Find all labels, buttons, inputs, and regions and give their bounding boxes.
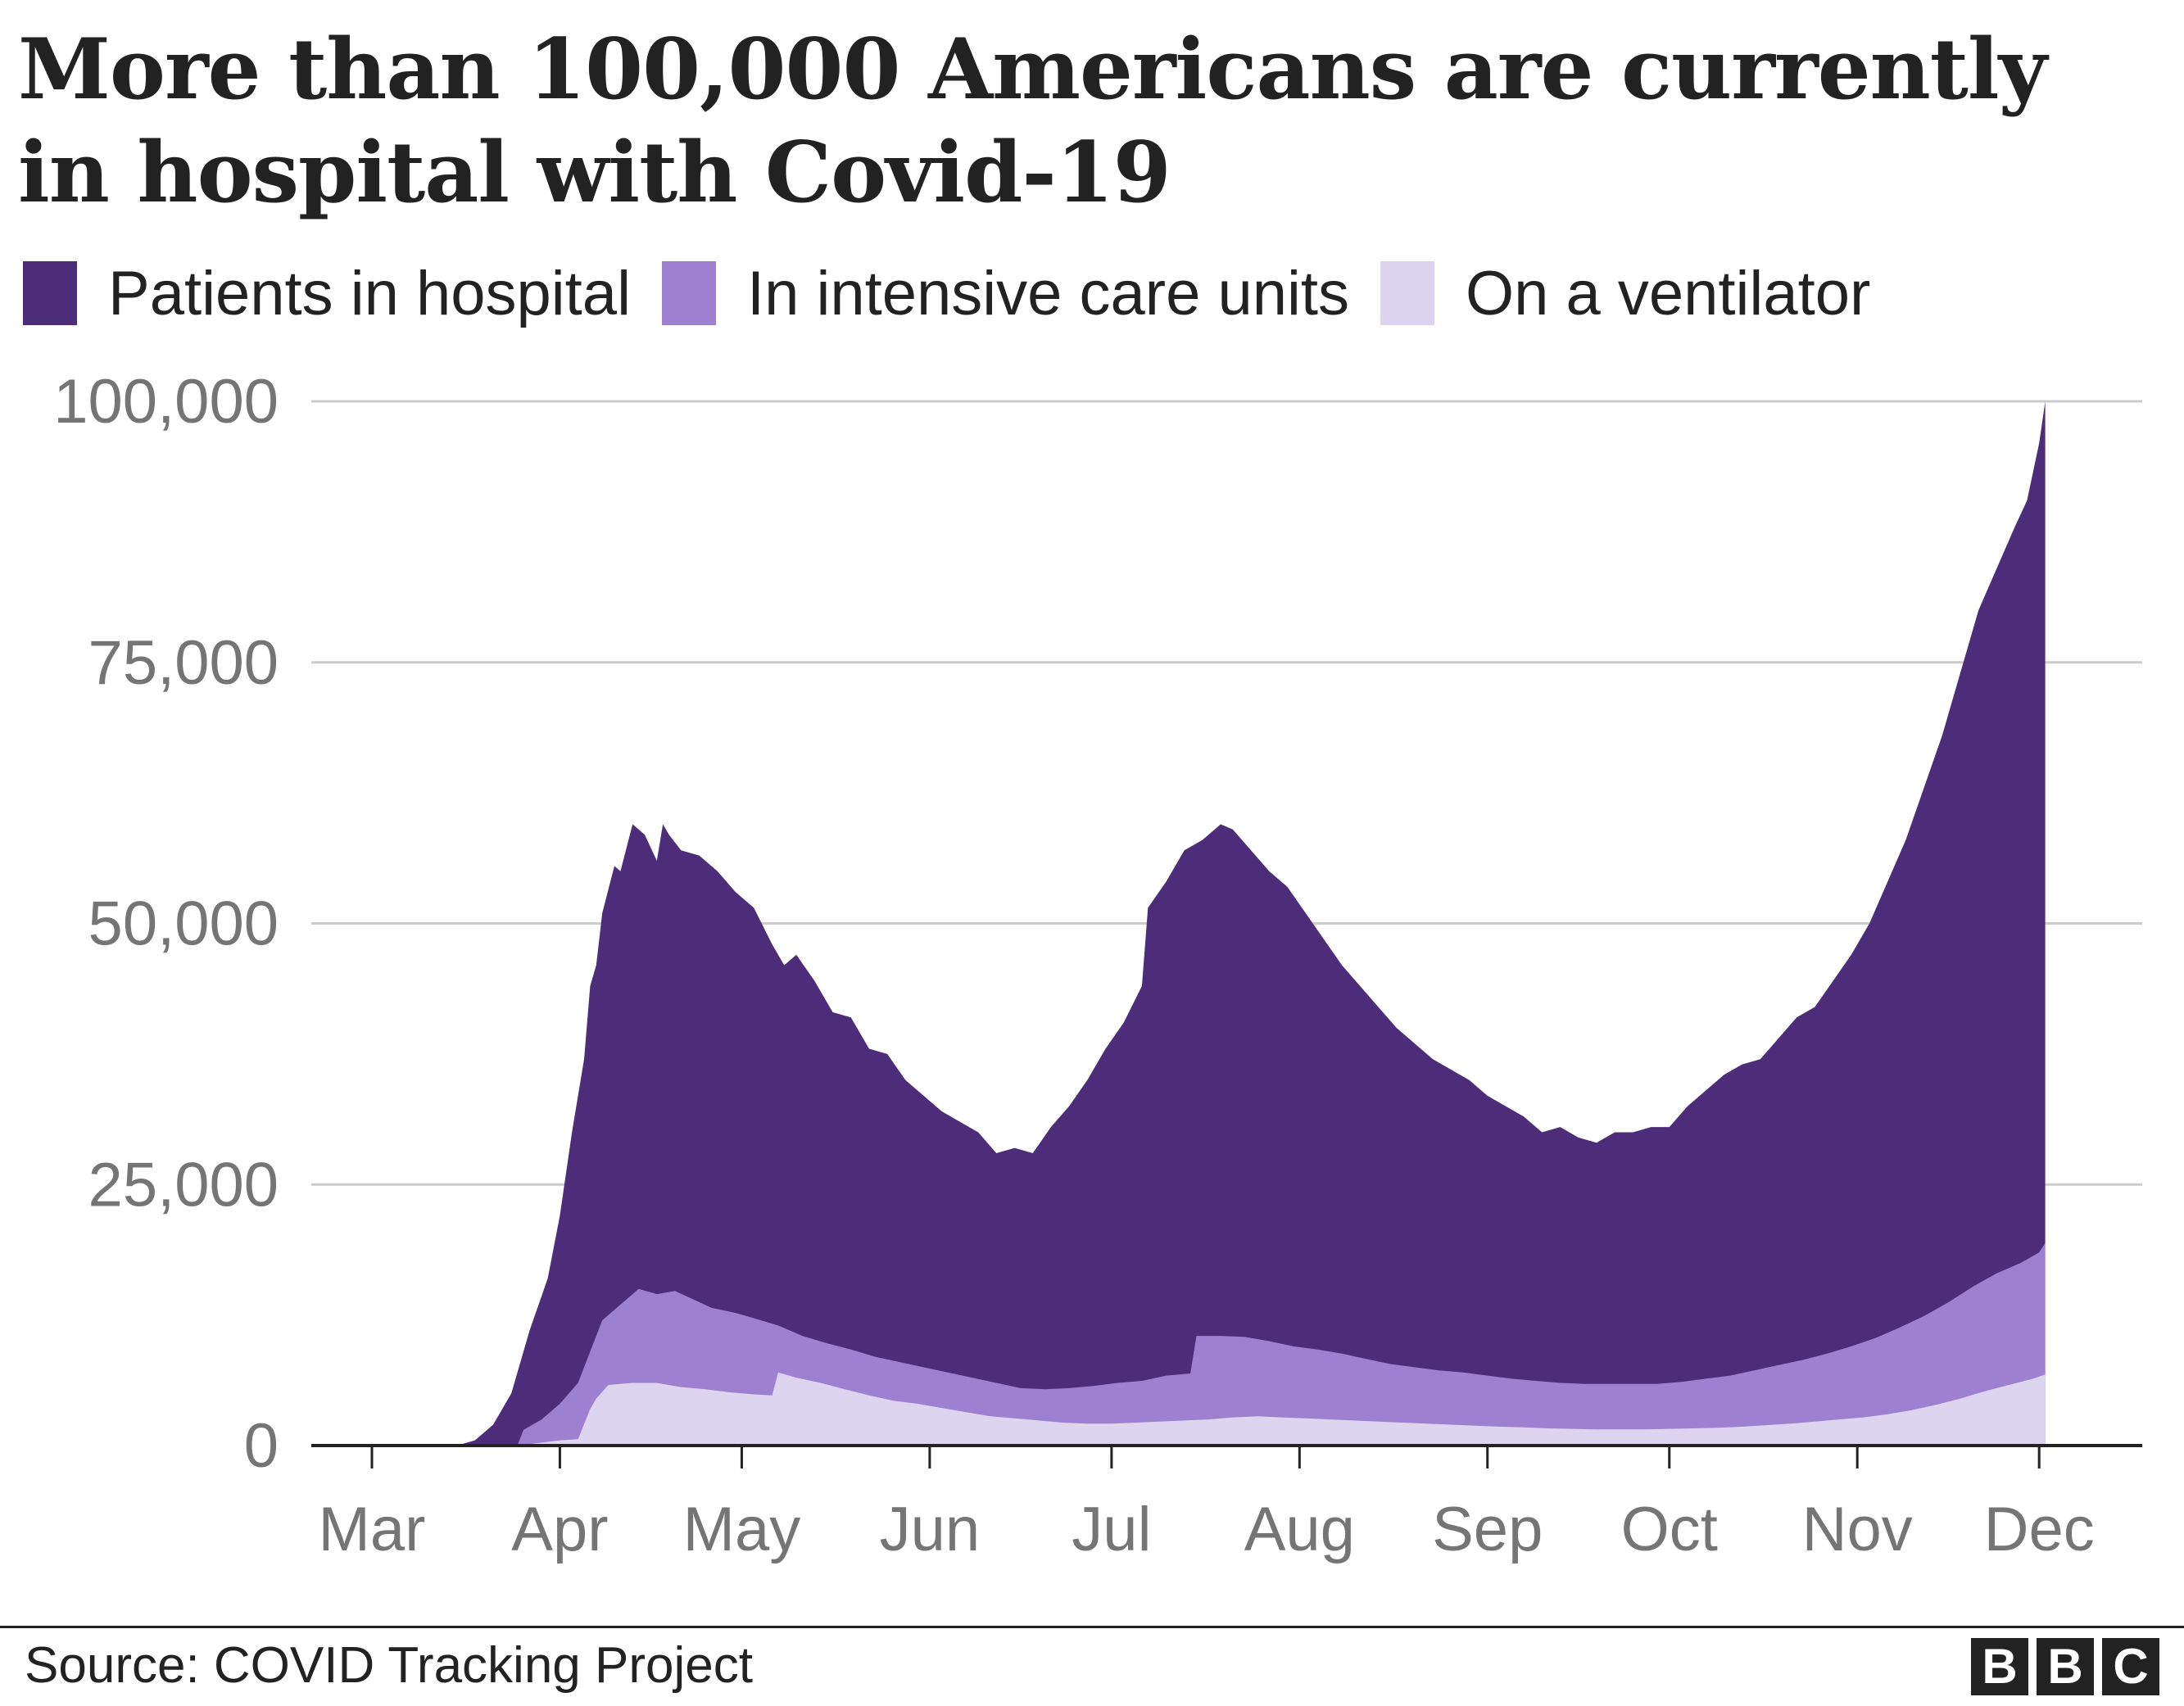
logo-letter-b1: B: [1971, 1638, 2028, 1695]
legend-label-icu: In intensive care units: [746, 258, 1350, 328]
legend-swatch-hospital: [23, 261, 77, 325]
y-tick-label-25000: 25,000: [88, 1150, 279, 1220]
footer-divider: [0, 1626, 2184, 1628]
x-tick-label-jun: Jun: [880, 1495, 981, 1564]
legend-item-hospital: Patients in hospital: [23, 258, 631, 329]
logo-letter-b2: B: [2037, 1638, 2094, 1695]
source-note: Source: COVID Tracking Project: [25, 1637, 753, 1694]
area-chart: 0 25,000 50,000 75,000 100,000 Mar Apr May Jun Ju…: [53, 367, 2142, 1564]
bbc-logo: B B C: [1963, 1638, 2159, 1695]
x-tick-label-oct: Oct: [1621, 1495, 1718, 1564]
x-tick-label-sep: Sep: [1432, 1495, 1543, 1564]
y-tick-label-0: 0: [244, 1411, 279, 1481]
x-tick-label-jul: Jul: [1072, 1495, 1151, 1564]
legend-item-ventilator: On a ventilator: [1380, 258, 1870, 329]
x-tick-label-mar: Mar: [319, 1495, 426, 1564]
legend-swatch-icu: [661, 261, 716, 325]
legend-label-ventilator: On a ventilator: [1466, 258, 1871, 328]
x-tick-label-may: May: [683, 1495, 801, 1564]
legend-label-hospital: Patients in hospital: [108, 258, 631, 328]
chart-title: More than 100,000 Americans are currentl…: [18, 20, 2047, 222]
y-tick-label-50000: 50,000: [88, 889, 279, 959]
legend-swatch-ventilator: [1380, 261, 1435, 325]
logo-letter-c: C: [2102, 1638, 2159, 1695]
x-tick-label-dec: Dec: [1984, 1495, 2095, 1564]
y-tick-label-75000: 75,000: [88, 628, 279, 698]
area-patients-in-hospital: [372, 401, 2046, 1446]
area-in-intensive-care-units: [517, 1242, 2046, 1446]
x-tick-label-nov: Nov: [1802, 1495, 1913, 1564]
legend: Patients in hospital In intensive care u…: [23, 258, 1901, 329]
area-on-a-ventilator: [517, 1372, 2046, 1446]
x-tick-label-apr: Apr: [511, 1495, 608, 1564]
legend-item-icu: In intensive care units: [661, 258, 1350, 329]
y-tick-label-100000: 100,000: [53, 367, 279, 437]
x-tick-label-aug: Aug: [1244, 1495, 1355, 1564]
